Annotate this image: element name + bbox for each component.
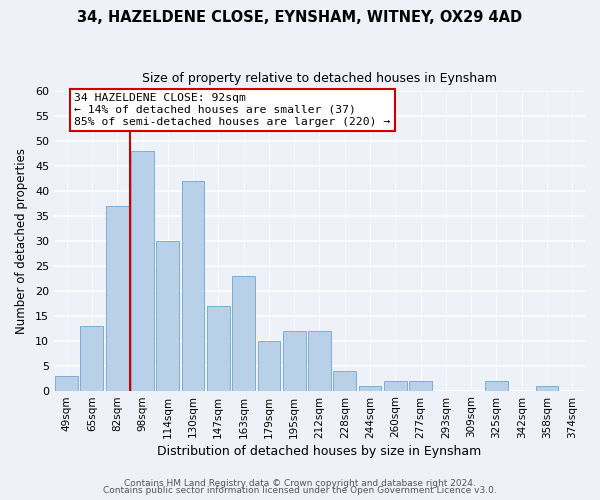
Bar [157,240,179,390]
Bar [80,326,103,390]
Bar [106,206,128,390]
Y-axis label: Number of detached properties: Number of detached properties [15,148,28,334]
Text: 34, HAZELDENE CLOSE, EYNSHAM, WITNEY, OX29 4AD: 34, HAZELDENE CLOSE, EYNSHAM, WITNEY, OX… [77,10,523,25]
Text: 34 HAZELDENE CLOSE: 92sqm
← 14% of detached houses are smaller (37)
85% of semi-: 34 HAZELDENE CLOSE: 92sqm ← 14% of detac… [74,94,391,126]
Bar [131,151,154,390]
Bar [536,386,559,390]
Bar [182,181,205,390]
Bar [308,330,331,390]
Bar [257,340,280,390]
Bar [359,386,382,390]
Title: Size of property relative to detached houses in Eynsham: Size of property relative to detached ho… [142,72,497,86]
Text: Contains public sector information licensed under the Open Government Licence v3: Contains public sector information licen… [103,486,497,495]
Bar [55,376,78,390]
Bar [283,330,305,390]
Bar [232,276,255,390]
Bar [485,380,508,390]
Text: Contains HM Land Registry data © Crown copyright and database right 2024.: Contains HM Land Registry data © Crown c… [124,478,476,488]
Bar [409,380,432,390]
Bar [334,370,356,390]
X-axis label: Distribution of detached houses by size in Eynsham: Distribution of detached houses by size … [157,444,482,458]
Bar [207,306,230,390]
Bar [384,380,407,390]
